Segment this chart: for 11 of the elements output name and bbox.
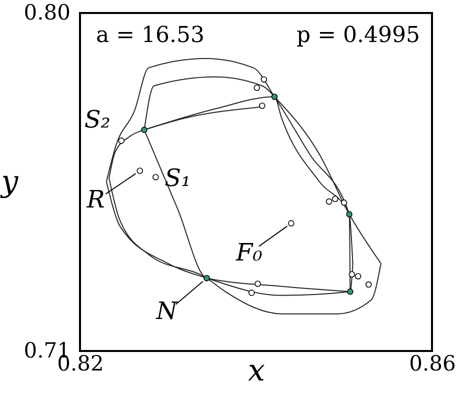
annotation: R <box>86 186 105 214</box>
y-tick-label: 0.80 <box>24 0 70 24</box>
annotation: S₁ <box>164 164 191 192</box>
annotation: F₀ <box>235 238 263 266</box>
annotation: S₂ <box>84 106 110 134</box>
x-axis-title: x <box>248 354 266 388</box>
y-axis-title: y <box>0 164 20 200</box>
annotation: a = 16.53 <box>96 23 205 48</box>
annotation: p = 0.4995 <box>296 23 420 48</box>
annotation: N <box>155 297 178 326</box>
x-tick-label: 0.86 <box>409 352 456 376</box>
